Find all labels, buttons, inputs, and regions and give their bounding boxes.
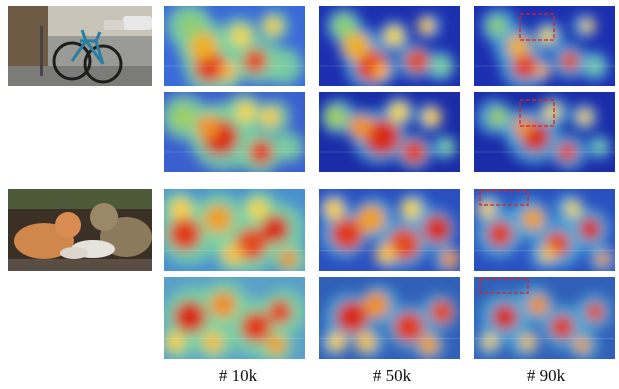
heatmap-tile: [474, 189, 615, 271]
column-label-90k: # 90k: [526, 366, 566, 385]
column-label-10k: # 10k: [218, 366, 258, 385]
highlight-box: [479, 190, 529, 206]
heatmap-tile: [474, 92, 615, 172]
heatmap-tile: [164, 92, 305, 172]
heatmap-tile: [474, 277, 615, 359]
heatmap-tile: [319, 189, 460, 271]
heatmap-tile: [319, 277, 460, 359]
heatmap-tile: [474, 6, 615, 86]
cats-photo: [8, 189, 152, 271]
heatmap-tile: [164, 277, 305, 359]
column-label-50k: # 50k: [372, 366, 412, 385]
heatmap-tile: [164, 6, 305, 86]
heatmap-tile: [319, 92, 460, 172]
heatmap-tile: [319, 6, 460, 86]
highlight-box: [479, 278, 529, 294]
bicycle-photo: [8, 6, 152, 86]
heatmap-tile: [164, 189, 305, 271]
